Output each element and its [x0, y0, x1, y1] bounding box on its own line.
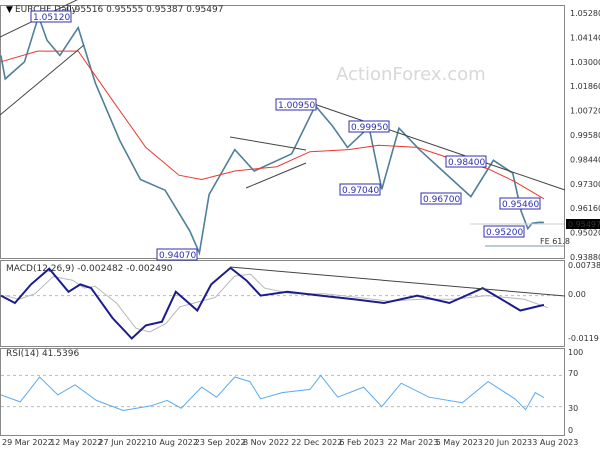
- price-label-box: [499, 197, 541, 210]
- price-axis-tick: 1.04140: [570, 33, 600, 42]
- ohlc-readout: 0.95516 0.95555 0.95387 0.95497: [66, 5, 223, 15]
- rsi-axis-tick: 70: [568, 369, 578, 378]
- price-axis-tick: 1.00720: [570, 107, 600, 116]
- current-price-badge: [566, 219, 600, 229]
- date-axis-tick: 12 May 2022: [50, 438, 102, 447]
- macd-axis-tick: -0.0119: [568, 334, 599, 343]
- macd-title: MACD(12,26,9) -0.002482 -0.002490: [6, 264, 173, 274]
- macd-axis-tick: 0.007384: [568, 261, 600, 270]
- price-label-box: [30, 10, 72, 23]
- date-axis-tick: 8 Nov 2022: [243, 438, 289, 447]
- price-axis-tick: 0.95020: [570, 229, 600, 238]
- price-label: 0.95200: [486, 228, 523, 238]
- triangle-upper-trendline: [229, 136, 307, 151]
- price-axis-tick: 0.96160: [570, 204, 600, 213]
- price-label: 0.95460: [502, 200, 539, 210]
- rsi-axis-tick: 100: [568, 348, 583, 357]
- price-label: 0.96700: [423, 195, 460, 205]
- symbol-label: EURCHF,Daily: [15, 5, 78, 15]
- macd-axis-tick: 0.00: [568, 290, 586, 299]
- price-label-box: [156, 248, 198, 261]
- price-axis-tick: 1.03000: [570, 58, 600, 67]
- price-label-box: [420, 192, 462, 205]
- price-axis-tick: 0.97300: [570, 180, 600, 189]
- rsi-line: [0, 374, 545, 412]
- price-label-box: [483, 225, 525, 238]
- triangle-lower-trendline: [245, 162, 307, 189]
- macd-signal-line: [4, 273, 549, 333]
- date-axis-tick: 5 May 2023: [436, 438, 483, 447]
- collapse-arrow-icon[interactable]: ▼: [6, 5, 13, 15]
- macd-line: [0, 266, 545, 340]
- date-axis-tick: 10 Aug 2022: [147, 438, 198, 447]
- price-label-box: [275, 98, 317, 111]
- price-axis-tick: 0.99580: [570, 131, 600, 140]
- watermark: ActionForex.com: [336, 64, 486, 85]
- fe-618-label: FE 61.8: [540, 237, 570, 246]
- price-panel: [0, 5, 565, 259]
- price-label: 0.94070: [159, 251, 196, 261]
- descending-trendline: [313, 103, 566, 191]
- date-axis-tick: 22 Mar 2023: [388, 438, 439, 447]
- date-axis-tick: 29 Mar 2022: [2, 438, 53, 447]
- rsi-panel: [0, 348, 565, 436]
- channel-lower-trendline: [0, 44, 85, 116]
- price-axis-tick: 1.01860: [570, 82, 600, 91]
- price-line: [0, 13, 544, 256]
- price-label-box: [348, 120, 390, 133]
- rsi-title: RSI(14) 41.5396: [6, 349, 79, 359]
- date-axis-tick: 6 Feb 2023: [339, 438, 384, 447]
- macd-panel: [0, 260, 565, 347]
- price-label: 0.98400: [448, 158, 485, 168]
- price-axis-tick: 0.98440: [570, 155, 600, 164]
- rsi-axis-tick: 30: [568, 404, 578, 413]
- date-axis-tick: 27 Jun 2022: [98, 438, 146, 447]
- date-axis-tick: 22 Dec 2022: [291, 438, 342, 447]
- price-label: 0.97040: [342, 186, 379, 196]
- price-label-box: [445, 155, 487, 168]
- price-axis-tick: 1.05280: [570, 9, 600, 18]
- rsi-axis-tick: 0: [568, 426, 573, 435]
- price-axis-tick: 0.93880: [570, 253, 600, 262]
- date-axis-tick: 20 Jun 2023: [484, 438, 532, 447]
- macd-trendline: [229, 266, 566, 297]
- price-label: 1.05120: [33, 13, 70, 23]
- date-axis-tick: 23 Sep 2022: [195, 438, 246, 447]
- price-label: 0.99950: [351, 123, 388, 133]
- price-label-box: [339, 183, 381, 196]
- current-price-label: 0.95497: [568, 220, 600, 229]
- price-label: 1.00950: [278, 101, 315, 111]
- date-axis-tick: 3 Aug 2023: [532, 438, 578, 447]
